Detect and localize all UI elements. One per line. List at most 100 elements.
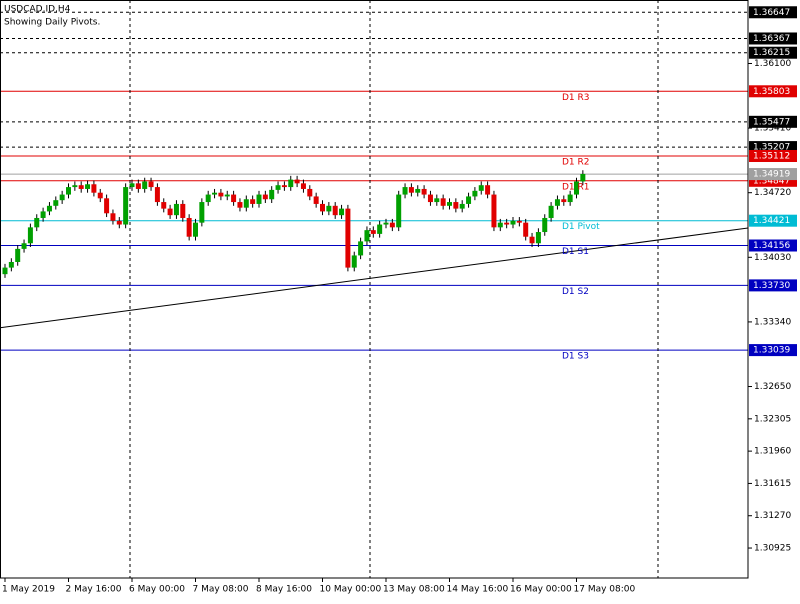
price-label-box — [749, 344, 797, 357]
candle-body — [34, 217, 40, 228]
pivot-name: D1 R1 — [562, 182, 590, 192]
candle-body — [66, 187, 71, 195]
price-label-box — [749, 168, 797, 181]
pivot-name: D1 S2 — [562, 287, 589, 297]
candle-body — [554, 199, 560, 206]
price-label: 1.36215 — [753, 48, 790, 58]
price-label-box — [749, 239, 797, 252]
price-label: 1.34156 — [753, 241, 790, 251]
candle-body — [434, 198, 440, 203]
y-tick-label: 1.35410 — [754, 124, 791, 134]
candle-body — [110, 213, 116, 221]
candle-body — [351, 255, 357, 268]
x-tick-label: 14 May 16:00 — [447, 585, 509, 595]
candle-body — [427, 194, 433, 203]
candle-body — [453, 202, 459, 209]
candle-body — [383, 222, 389, 225]
candle-body — [447, 202, 452, 206]
candle-body — [326, 205, 332, 212]
price-label: 1.36367 — [753, 34, 790, 44]
candle-body — [205, 194, 211, 203]
chart-subtitle: Showing Daily Pivots. — [4, 18, 100, 28]
candle-body — [313, 196, 319, 204]
x-tick-label: 10 May 00:00 — [320, 585, 382, 595]
price-label-box — [749, 32, 797, 45]
candle-body — [358, 241, 364, 256]
y-tick-label: 1.32650 — [754, 382, 791, 392]
candle-body — [535, 232, 541, 244]
candle-body — [262, 194, 268, 200]
y-tick-label: 1.31270 — [754, 511, 791, 521]
candle-body — [269, 189, 275, 200]
candle-body — [224, 194, 230, 197]
chart-title: USDCAD.ID,H4 — [4, 5, 71, 15]
candle-body — [472, 190, 478, 197]
y-tick-label: 1.33340 — [754, 317, 791, 327]
price-label: 1.35112 — [753, 151, 790, 161]
candle-body — [15, 248, 21, 262]
price-label: 1.35477 — [753, 117, 790, 127]
candle-body — [294, 179, 300, 184]
candle-body — [300, 183, 306, 189]
candle-body — [396, 194, 402, 228]
candle-body — [199, 202, 205, 223]
price-label-box — [749, 46, 797, 59]
candle-body — [237, 202, 243, 208]
candle-body — [339, 208, 345, 216]
candle-body — [478, 185, 484, 191]
candle-body — [561, 199, 567, 203]
candle-body — [129, 183, 135, 188]
candle-body — [459, 203, 465, 209]
candle-body — [154, 187, 160, 203]
candle-body — [389, 222, 395, 228]
candle-body — [567, 194, 573, 203]
pivot-name: D1 Pivot — [562, 222, 600, 232]
x-tick-label: 8 May 16:00 — [256, 585, 312, 595]
candle-body — [161, 202, 167, 209]
candle-body — [27, 227, 33, 244]
candle-body — [97, 192, 103, 199]
candle-body — [173, 203, 179, 216]
candle-body — [440, 198, 446, 206]
candle-body — [21, 243, 27, 249]
candle-body — [218, 192, 224, 197]
price-label-box — [749, 115, 797, 128]
price-label: 1.34847 — [753, 176, 790, 186]
candle-body — [59, 194, 65, 201]
candle-body — [574, 181, 579, 195]
pivot-name: D1 R2 — [562, 157, 590, 167]
x-tick-label: 2 May 16:00 — [66, 585, 122, 595]
x-tick-label: 13 May 08:00 — [383, 585, 445, 595]
candle-body — [320, 203, 325, 212]
candle-body — [123, 187, 129, 225]
x-tick-label: 6 May 00:00 — [129, 585, 185, 595]
price-label-box — [749, 279, 797, 292]
x-tick-label: 16 May 00:00 — [510, 585, 572, 595]
candle-body — [91, 184, 97, 193]
candle-body — [85, 184, 91, 189]
y-tick-label: 1.34720 — [754, 188, 791, 198]
candle-body — [332, 205, 338, 216]
price-label-box — [749, 85, 797, 98]
candle-body — [116, 220, 122, 225]
candle-body — [186, 217, 192, 237]
candle-body — [497, 222, 503, 228]
candle-body — [408, 187, 414, 193]
candle-body — [485, 185, 491, 195]
candle-body — [243, 199, 249, 208]
candle-body — [2, 267, 8, 275]
price-label: 1.34919 — [753, 170, 790, 180]
candle-body — [364, 230, 370, 242]
candle-body — [104, 198, 110, 214]
candle-body — [504, 222, 510, 225]
price-label-box — [749, 6, 797, 19]
candle-body — [288, 179, 294, 188]
y-tick-label: 1.31960 — [754, 447, 791, 457]
candle-body — [345, 208, 351, 268]
candle-body — [510, 220, 516, 225]
candle-body — [40, 211, 46, 218]
candle-body — [516, 220, 522, 223]
candle-body — [167, 208, 173, 216]
y-tick-label: 1.30925 — [754, 544, 791, 554]
